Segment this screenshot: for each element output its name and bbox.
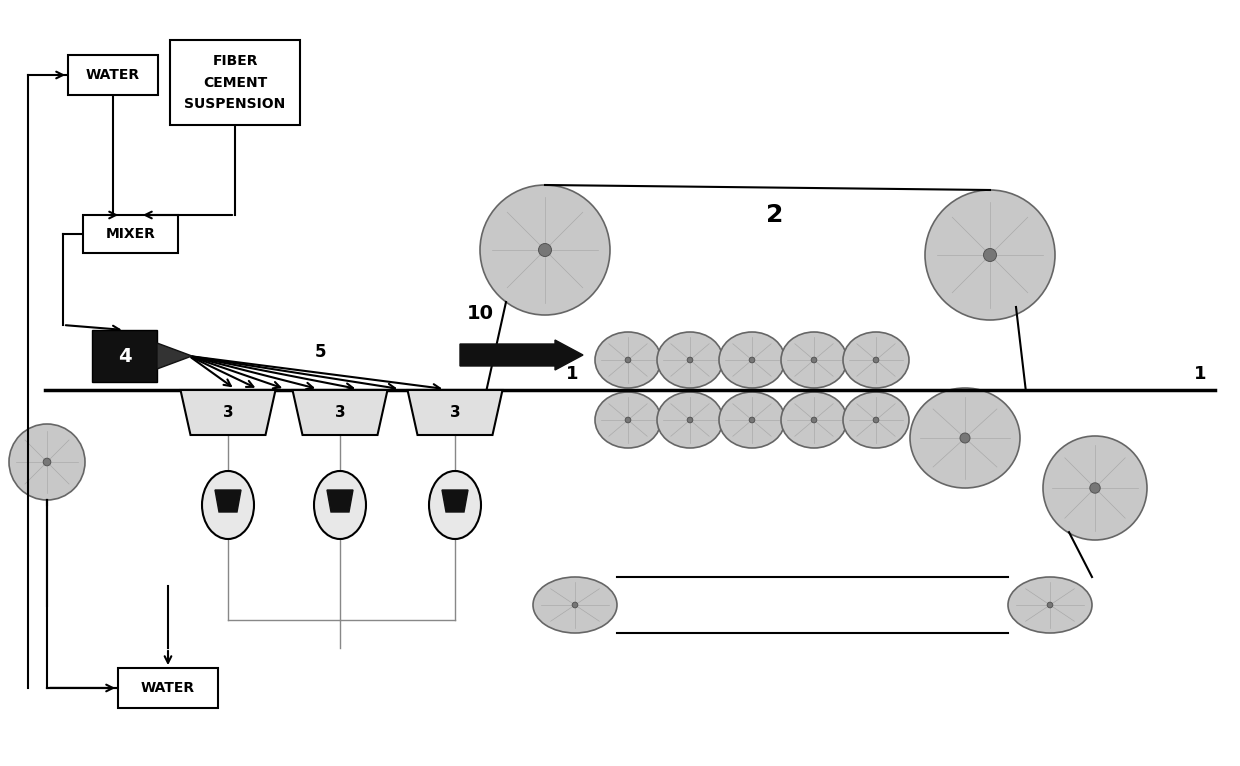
Circle shape: [572, 602, 578, 607]
Text: 2: 2: [766, 203, 784, 227]
Circle shape: [983, 248, 997, 261]
Circle shape: [811, 357, 817, 363]
Circle shape: [538, 244, 552, 257]
Bar: [68, 55, 157, 95]
Bar: [170, 40, 300, 125]
Ellipse shape: [595, 332, 661, 388]
Ellipse shape: [429, 471, 481, 539]
Bar: [92, 330, 157, 382]
Text: 1: 1: [565, 365, 578, 383]
Text: WATER: WATER: [86, 68, 140, 82]
Ellipse shape: [1043, 436, 1147, 540]
Bar: [83, 215, 179, 253]
Text: 3: 3: [223, 405, 233, 420]
Ellipse shape: [781, 392, 847, 448]
Circle shape: [749, 417, 755, 423]
Ellipse shape: [480, 185, 610, 315]
Text: 5: 5: [314, 343, 326, 361]
Text: FIBER: FIBER: [212, 54, 258, 68]
Text: 3: 3: [335, 405, 345, 420]
Polygon shape: [441, 490, 467, 512]
Polygon shape: [327, 490, 353, 512]
Ellipse shape: [925, 190, 1055, 320]
Circle shape: [1048, 602, 1053, 607]
Bar: [118, 668, 218, 708]
Ellipse shape: [719, 392, 785, 448]
Ellipse shape: [719, 332, 785, 388]
Polygon shape: [215, 490, 241, 512]
Ellipse shape: [657, 392, 723, 448]
Polygon shape: [157, 343, 192, 369]
Circle shape: [873, 357, 879, 363]
Ellipse shape: [314, 471, 366, 539]
Ellipse shape: [1008, 577, 1092, 633]
Circle shape: [811, 417, 817, 423]
Text: 4: 4: [118, 346, 131, 365]
Polygon shape: [181, 390, 275, 435]
Text: WATER: WATER: [141, 681, 195, 695]
Circle shape: [625, 417, 631, 423]
Circle shape: [687, 357, 693, 363]
Circle shape: [960, 433, 970, 443]
Circle shape: [873, 417, 879, 423]
Text: MIXER: MIXER: [105, 227, 155, 241]
Circle shape: [625, 357, 631, 363]
Ellipse shape: [595, 392, 661, 448]
Circle shape: [687, 417, 693, 423]
Ellipse shape: [533, 577, 618, 633]
FancyArrow shape: [460, 340, 583, 370]
Text: SUSPENSION: SUSPENSION: [185, 97, 285, 111]
Ellipse shape: [843, 332, 909, 388]
Text: 3: 3: [450, 405, 460, 420]
Text: CEMENT: CEMENT: [203, 76, 267, 90]
Ellipse shape: [9, 424, 86, 500]
Polygon shape: [293, 390, 387, 435]
Circle shape: [749, 357, 755, 363]
Ellipse shape: [843, 392, 909, 448]
Circle shape: [1090, 483, 1100, 493]
Ellipse shape: [202, 471, 254, 539]
Ellipse shape: [910, 388, 1021, 488]
Circle shape: [43, 458, 51, 466]
Text: 10: 10: [466, 303, 494, 322]
Text: 1: 1: [1194, 365, 1207, 383]
Ellipse shape: [781, 332, 847, 388]
Ellipse shape: [657, 332, 723, 388]
Polygon shape: [408, 390, 502, 435]
